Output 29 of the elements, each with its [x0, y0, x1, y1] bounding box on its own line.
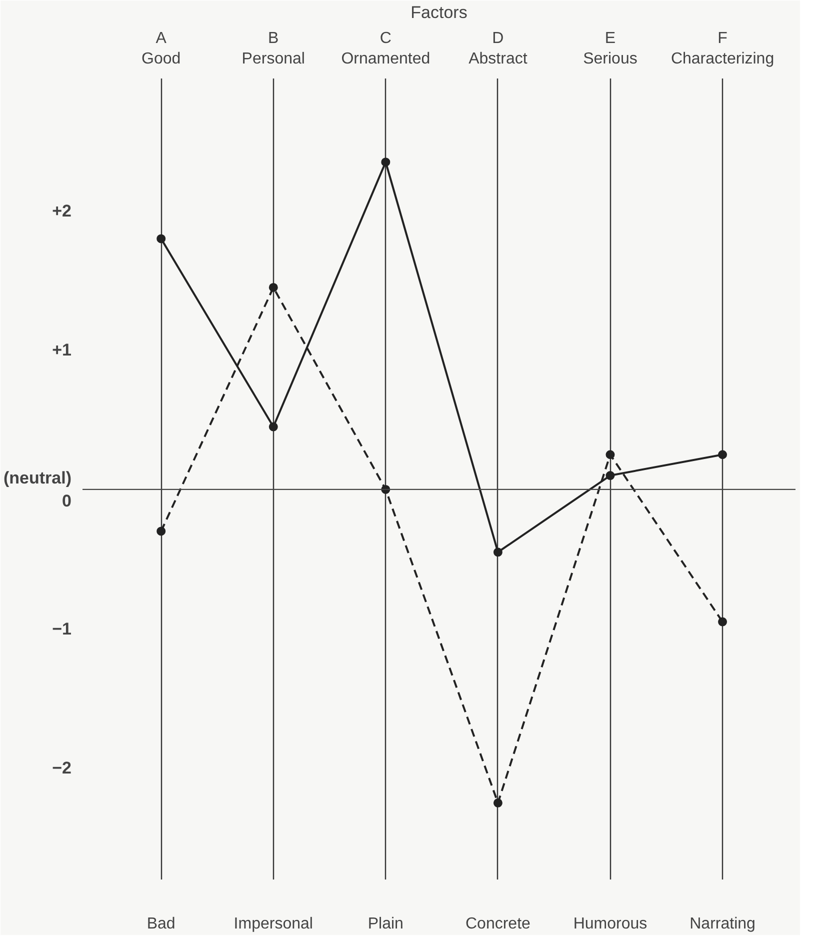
- y-tick-label: +1: [52, 340, 72, 360]
- x-tick-label: A Good: [142, 30, 181, 68]
- point: [718, 450, 728, 460]
- text: Plain: [368, 916, 404, 932]
- point: [493, 548, 502, 557]
- text: Narrating: [690, 916, 756, 932]
- y-tick-label: −2: [52, 758, 72, 778]
- text: Impersonal: [234, 916, 313, 932]
- point: [493, 798, 502, 808]
- point: [606, 471, 615, 480]
- point: [156, 526, 166, 536]
- point: [268, 282, 278, 292]
- point: [156, 234, 166, 244]
- x-tick-label: F Characterizing: [670, 30, 774, 68]
- point: [606, 450, 615, 460]
- text: Humorous: [573, 916, 648, 932]
- x-tick-label: E Serious: [583, 30, 638, 68]
- x-tick-label: C Ornamented: [341, 30, 430, 68]
- text: Concrete: [465, 916, 531, 932]
- x-tick-label: B Personal: [242, 30, 305, 68]
- y-tick-label: −1: [52, 619, 72, 638]
- point: [718, 617, 728, 626]
- x-tick-label: D Abstract: [468, 30, 528, 68]
- text: Bad: [146, 916, 176, 932]
- point: [381, 158, 390, 167]
- point: [268, 422, 278, 432]
- y-tick-label: (neutral) 0: [4, 468, 72, 510]
- x-axis-title: Factors: [410, 3, 468, 22]
- y-tick-label: +2: [52, 201, 72, 220]
